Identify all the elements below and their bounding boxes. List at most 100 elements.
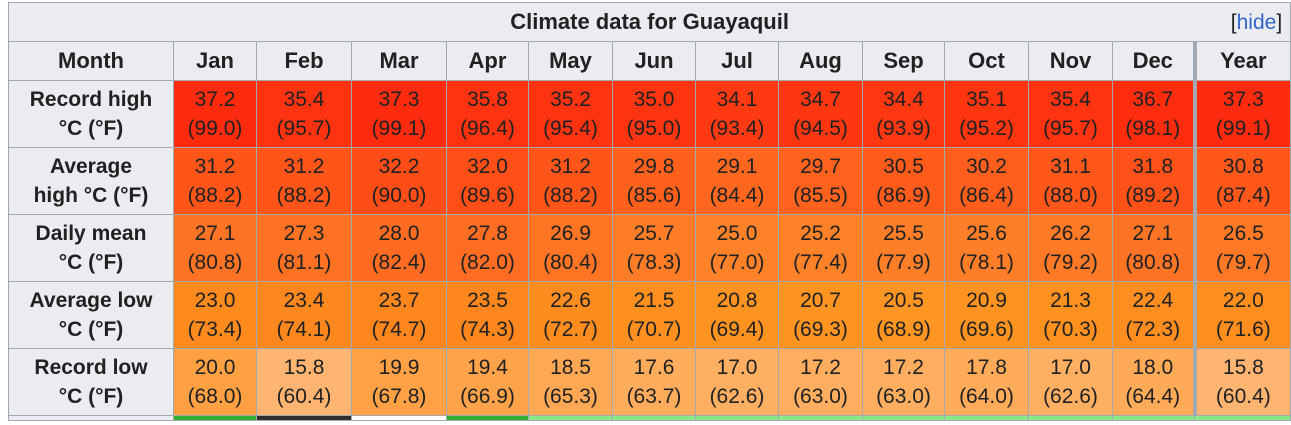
row-label: Record high °C (°F)	[8, 80, 174, 148]
fahrenheit-value: (86.4)	[959, 184, 1014, 207]
data-cell: 34.7 (94.5)	[778, 80, 863, 148]
strip-cell	[778, 415, 863, 421]
table-row: Average high °C (°F) 31.2 (88.2) 31.2 (88.2) 3…	[8, 147, 1291, 215]
celsius-value: 30.8	[1222, 155, 1264, 178]
data-cell: 15.8 (60.4)	[1192, 348, 1291, 416]
data-cell: 18.0 (64.4)	[1112, 348, 1195, 416]
fahrenheit-value: (64.4)	[1125, 385, 1181, 408]
month-header-mar: Mar	[351, 41, 447, 81]
celsius-value: 35.2	[550, 88, 591, 111]
month-header-jan: Jan	[173, 41, 257, 81]
climate-table: Climate data for Guayaquil [hide] Month …	[7, 2, 1291, 421]
fahrenheit-value: (80.8)	[1125, 251, 1181, 274]
data-cell: 30.5 (86.9)	[862, 147, 945, 215]
fahrenheit-value: (69.6)	[959, 318, 1014, 341]
celsius-value: 17.2	[883, 356, 924, 379]
row-label: Record low °C (°F)	[8, 348, 174, 416]
celsius-value: 17.0	[716, 356, 758, 379]
fahrenheit-value: (63.0)	[876, 385, 931, 408]
fahrenheit-value: (60.4)	[1215, 385, 1271, 408]
celsius-value: 25.5	[883, 222, 924, 245]
fahrenheit-value: (65.3)	[543, 385, 598, 408]
celsius-value: 32.0	[467, 155, 508, 178]
celsius-value: 23.4	[283, 289, 325, 312]
month-header-oct: Oct	[944, 41, 1029, 81]
data-cell: 17.6 (63.7)	[612, 348, 696, 416]
celsius-value: 23.0	[194, 289, 236, 312]
data-cell: 30.8 (87.4)	[1192, 147, 1291, 215]
month-header-dec: Dec	[1112, 41, 1195, 81]
fahrenheit-value: (99.1)	[371, 117, 427, 140]
data-cell: 29.1 (84.4)	[695, 147, 779, 215]
fahrenheit-value: (77.9)	[876, 251, 931, 274]
data-cell: 27.1 (80.8)	[173, 214, 257, 282]
fahrenheit-value: (88.2)	[187, 184, 243, 207]
strip-cell	[1112, 415, 1195, 421]
hide-toggle[interactable]: [hide]	[1230, 11, 1283, 34]
data-cell: 34.4 (93.9)	[862, 80, 945, 148]
fahrenheit-value: (89.2)	[1125, 184, 1181, 207]
celsius-value: 31.2	[550, 155, 591, 178]
celsius-value: 22.0	[1222, 289, 1264, 312]
celsius-value: 25.2	[800, 222, 841, 245]
celsius-value: 32.2	[378, 155, 420, 178]
data-cell: 35.2 (95.4)	[528, 80, 613, 148]
celsius-value: 17.0	[1050, 356, 1091, 379]
fahrenheit-value: (72.7)	[543, 318, 598, 341]
row-label-line1: Record low	[34, 356, 148, 379]
fahrenheit-value: (77.0)	[709, 251, 765, 274]
fahrenheit-value: (98.1)	[1125, 117, 1181, 140]
fahrenheit-value: (62.6)	[709, 385, 765, 408]
row-label-line2: °C (°F)	[58, 251, 124, 274]
fahrenheit-value: (89.6)	[460, 184, 515, 207]
celsius-value: 20.0	[194, 356, 236, 379]
celsius-value: 22.4	[1132, 289, 1174, 312]
fahrenheit-value: (88.2)	[543, 184, 598, 207]
celsius-value: 29.1	[716, 155, 758, 178]
row-label: Average low °C (°F)	[8, 281, 174, 349]
data-cell: 32.2 (90.0)	[351, 147, 447, 215]
strip-cell	[612, 415, 696, 421]
month-header-aug: Aug	[778, 41, 863, 81]
strip-cell	[1193, 415, 1291, 421]
celsius-value: 17.8	[966, 356, 1007, 379]
fahrenheit-value: (68.0)	[187, 385, 243, 408]
celsius-value: 19.9	[378, 356, 420, 379]
strip-cell	[944, 415, 1029, 421]
fahrenheit-value: (99.0)	[187, 117, 243, 140]
celsius-value: 21.5	[633, 289, 675, 312]
data-cell: 30.2 (86.4)	[944, 147, 1029, 215]
fahrenheit-value: (79.7)	[1215, 251, 1271, 274]
row-label-line1: Daily mean	[35, 222, 147, 245]
month-header-year: Year	[1192, 41, 1291, 81]
row-label-line1: Average	[49, 155, 133, 178]
row-label-line1: Average low	[29, 289, 153, 312]
celsius-value: 25.7	[633, 222, 675, 245]
celsius-value: 17.6	[633, 356, 675, 379]
celsius-value: 23.5	[467, 289, 508, 312]
data-cell: 29.8 (85.6)	[612, 147, 696, 215]
celsius-value: 26.5	[1222, 222, 1264, 245]
fahrenheit-value: (79.2)	[1043, 251, 1098, 274]
data-cell: 20.0 (68.0)	[173, 348, 257, 416]
celsius-value: 22.6	[550, 289, 591, 312]
fahrenheit-value: (72.3)	[1125, 318, 1181, 341]
data-cell: 36.7 (98.1)	[1112, 80, 1195, 148]
month-header-jun: Jun	[612, 41, 696, 81]
data-cell: 18.5 (65.3)	[528, 348, 613, 416]
fahrenheit-value: (84.4)	[709, 184, 765, 207]
month-header-feb: Feb	[256, 41, 352, 81]
data-cell: 25.2 (77.4)	[778, 214, 863, 282]
hide-link[interactable]: hide	[1236, 11, 1277, 34]
celsius-value: 15.8	[283, 356, 325, 379]
fahrenheit-value: (71.6)	[1215, 318, 1271, 341]
celsius-value: 34.4	[883, 88, 924, 111]
fahrenheit-value: (80.8)	[187, 251, 243, 274]
data-cell: 28.0 (82.4)	[351, 214, 447, 282]
fahrenheit-value: (95.2)	[959, 117, 1014, 140]
fahrenheit-value: (64.0)	[959, 385, 1014, 408]
fahrenheit-value: (68.9)	[876, 318, 931, 341]
data-cell: 19.4 (66.9)	[446, 348, 529, 416]
fahrenheit-value: (99.1)	[1215, 117, 1271, 140]
fahrenheit-value: (82.4)	[371, 251, 427, 274]
